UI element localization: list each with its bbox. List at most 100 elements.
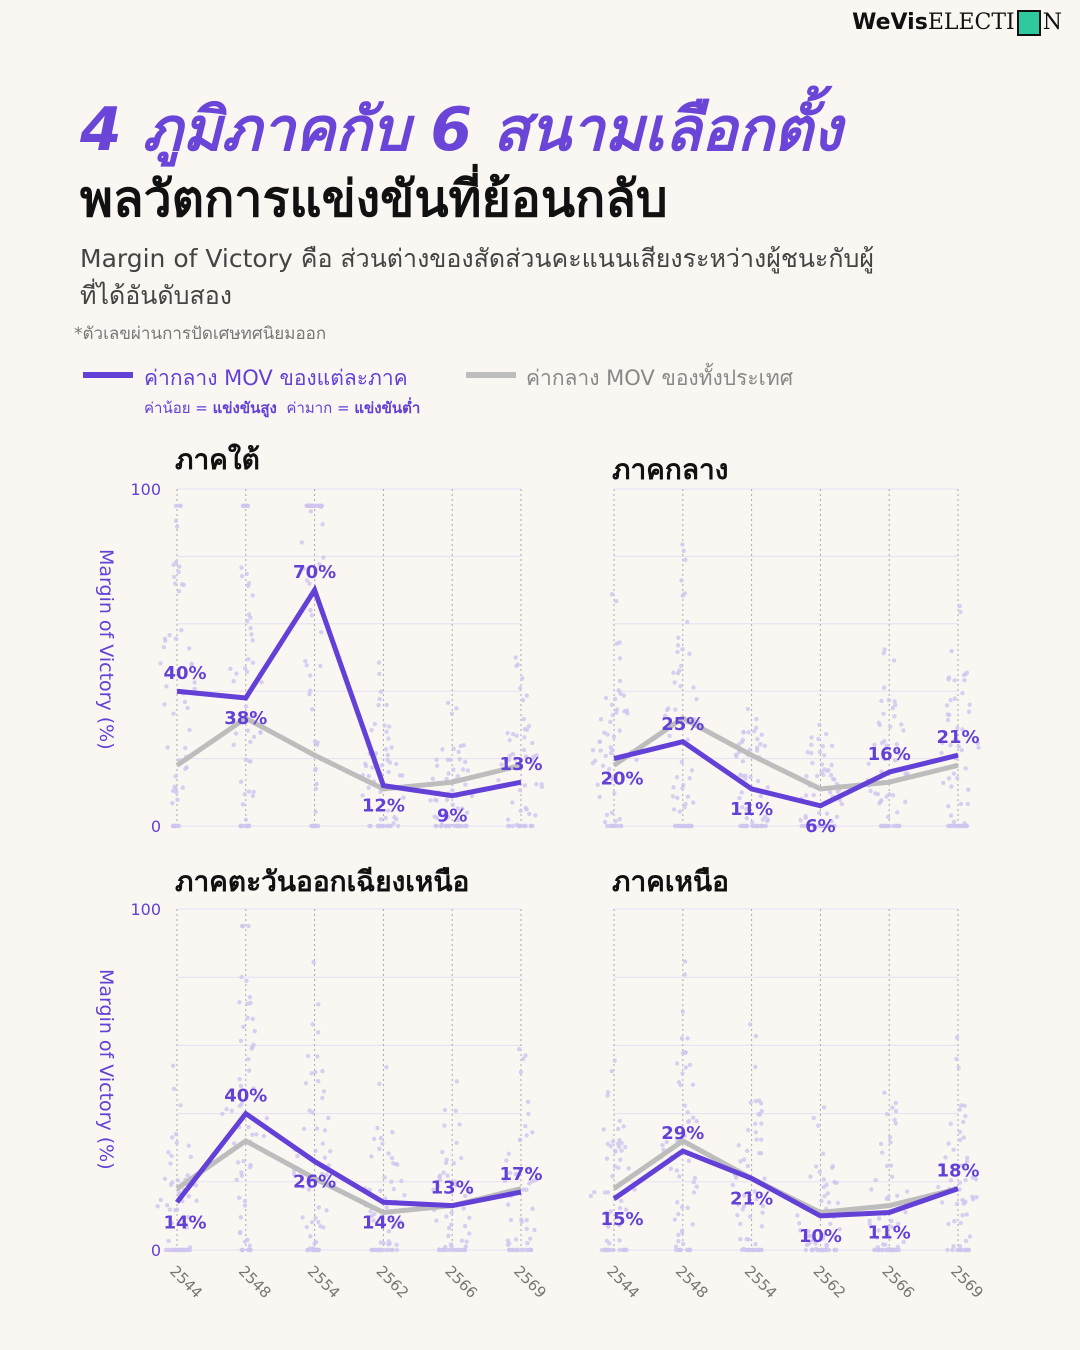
district-dot [454, 1140, 459, 1146]
district-dot [321, 555, 326, 560]
district-dot [239, 923, 245, 929]
district-dot [825, 1191, 831, 1196]
district-dot [381, 823, 387, 829]
district-dot [391, 1186, 397, 1192]
district-dot [878, 1141, 884, 1147]
district-dot [692, 717, 697, 722]
district-dot [237, 1103, 242, 1109]
y-axis-label: Margin of Victory (%) [95, 549, 117, 750]
national-line [612, 1137, 959, 1216]
district-dot [673, 1247, 679, 1253]
district-dot [517, 788, 523, 793]
district-dot [380, 1141, 385, 1146]
district-dot [887, 1134, 893, 1140]
district-dot [384, 1064, 389, 1070]
district-dot [967, 702, 972, 707]
district-dot [231, 678, 236, 684]
district-dot [469, 793, 475, 799]
district-dot [300, 1184, 306, 1190]
district-dot [872, 742, 877, 747]
district-dot [682, 959, 688, 964]
district-dot [687, 651, 692, 657]
district-dot [505, 730, 510, 736]
regional-line [612, 1148, 959, 1219]
district-dot [249, 632, 254, 637]
district-dot [816, 736, 821, 742]
district-dot [615, 1126, 621, 1132]
district-dot [957, 1137, 963, 1143]
district-dot [948, 742, 953, 748]
district-dot [799, 823, 804, 829]
district-dot [950, 823, 955, 829]
district-dot [237, 1231, 243, 1236]
district-dot [756, 1112, 761, 1117]
district-dot [515, 1247, 521, 1253]
district-dot [612, 790, 617, 796]
district-dot [754, 1247, 759, 1253]
district-dot [605, 1222, 610, 1227]
district-dot [318, 503, 324, 509]
district-dot [611, 1247, 616, 1253]
ballot-box-icon [1016, 10, 1041, 36]
district-dot [243, 817, 249, 823]
district-dot [885, 814, 891, 820]
district-dot [304, 578, 310, 583]
district-dot [316, 1219, 321, 1225]
district-dot [243, 704, 249, 709]
district-dot [526, 724, 532, 729]
district-dot [242, 792, 247, 797]
district-dot [505, 817, 511, 822]
district-dot [957, 1180, 963, 1185]
district-dot [312, 503, 317, 509]
district-dot [316, 1205, 322, 1210]
district-dot [964, 670, 970, 675]
district-dot [173, 1207, 178, 1213]
district-dot [608, 719, 613, 725]
district-dot [884, 1111, 890, 1117]
district-dot [383, 815, 388, 821]
district-dot [753, 1064, 758, 1070]
district-dot [753, 1130, 758, 1135]
regional-line [176, 584, 522, 799]
regional-line [175, 1110, 522, 1209]
district-dot [507, 753, 513, 758]
district-dot [374, 1247, 379, 1253]
district-dot [306, 1187, 312, 1192]
district-dot [946, 1221, 951, 1227]
district-dot [970, 1194, 975, 1199]
district-dot [391, 1224, 396, 1229]
district-dot [445, 700, 451, 706]
district-dot [533, 813, 538, 818]
district-dot [251, 1086, 256, 1091]
district-dot [958, 1220, 963, 1226]
district-dot [974, 1194, 979, 1200]
district-dot [514, 733, 519, 738]
district-dot [816, 810, 822, 816]
district-dot [946, 712, 952, 718]
district-dot [521, 1187, 526, 1192]
district-dot [963, 766, 968, 771]
x-tick-label: 2548 [672, 1262, 712, 1302]
data-label: 21% [730, 1188, 773, 1209]
district-dot [291, 1172, 297, 1177]
district-dot [239, 573, 245, 579]
district-dot [827, 790, 833, 795]
district-dot [686, 1247, 691, 1253]
district-dot [363, 761, 368, 766]
district-dot [457, 756, 462, 762]
district-dot [676, 1080, 682, 1085]
district-dot [178, 503, 183, 509]
district-dot [516, 823, 521, 829]
district-dot [679, 1204, 685, 1210]
district-dot [619, 1148, 624, 1153]
district-dot [402, 1192, 407, 1198]
district-dot [690, 1082, 696, 1087]
district-dot [387, 760, 393, 765]
district-dot [189, 662, 194, 668]
district-dot [171, 1086, 177, 1091]
district-dot [867, 1218, 872, 1223]
district-dot [238, 823, 243, 829]
district-dot [444, 823, 449, 829]
district-dot [369, 727, 374, 733]
district-dot [173, 518, 179, 523]
